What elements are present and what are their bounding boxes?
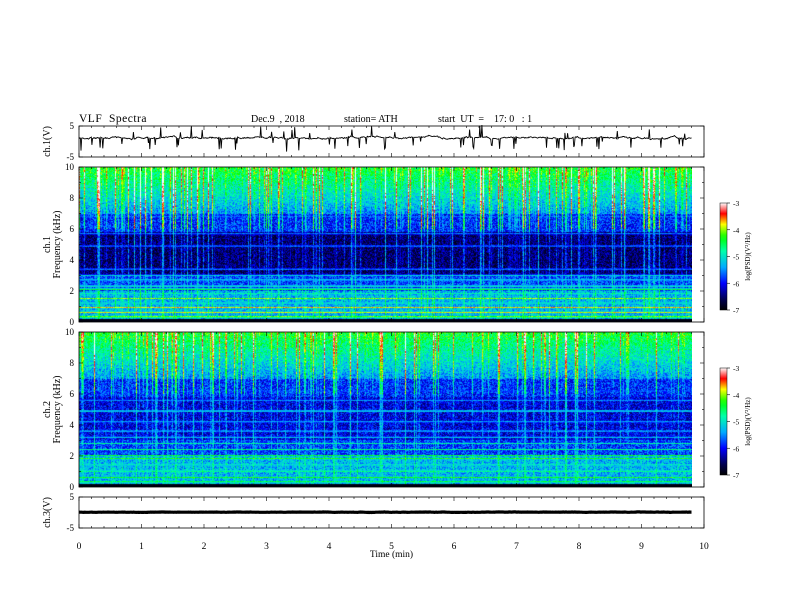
x-tick-label: 7 xyxy=(514,542,519,552)
figure-header: VLF Spectra Dec.9 , 2018 station= ATH st… xyxy=(0,0,792,130)
x-tick-label: 2 xyxy=(202,542,207,552)
y-tick-label: 8 xyxy=(70,193,75,203)
colorbar xyxy=(719,367,728,476)
y-tick-label: 5 xyxy=(70,121,75,131)
y-tick-label: 2 xyxy=(70,451,75,461)
waveform-ch3-waveform xyxy=(79,510,692,515)
x-tick-label: 1 xyxy=(139,542,144,552)
y-axis-label: Frequency (kHz) xyxy=(52,375,63,443)
y-tick-label: 0 xyxy=(70,482,75,492)
y-tick-label: 4 xyxy=(70,255,75,265)
colorbar-tick-label: -7 xyxy=(733,471,739,480)
recording-date: Dec.9 , 2018 xyxy=(251,114,305,125)
y-tick-label: 10 xyxy=(65,162,75,172)
figure-title: VLF Spectra xyxy=(79,113,147,125)
y-tick-label: -5 xyxy=(67,152,75,162)
x-tick-label: 9 xyxy=(639,542,644,552)
x-tick-label: 5 xyxy=(389,542,394,552)
x-tick-label: 6 xyxy=(452,542,457,552)
y-tick-label: 5 xyxy=(70,492,75,502)
x-tick-label: 3 xyxy=(264,542,269,552)
x-tick-label: 4 xyxy=(327,542,332,552)
y-tick-label: 6 xyxy=(70,389,75,399)
colorbar xyxy=(719,202,728,311)
colorbar-tick-label: -4 xyxy=(733,391,739,400)
colorbar-tick-label: -3 xyxy=(733,199,739,208)
y-tick-label: 4 xyxy=(70,420,75,430)
panel-frame-ch1-spectrogram xyxy=(78,166,705,323)
y-tick-label: -5 xyxy=(67,523,75,533)
start-time-label: start UT = 17: 0 : 1 xyxy=(438,114,533,125)
y-axis-label: ch.2 xyxy=(42,401,53,418)
colorbar-tick-label: -6 xyxy=(733,444,739,453)
colorbar-label: log(PSD)(V²/Hz) xyxy=(744,397,752,446)
panel-frame-ch2-spectrogram xyxy=(78,331,705,488)
y-tick-label: 0 xyxy=(70,317,75,327)
y-tick-label: 2 xyxy=(70,286,75,296)
x-axis-label: Time (min) xyxy=(370,549,413,560)
colorbar-label: log(PSD)(V²/Hz) xyxy=(744,232,752,281)
panel-frame-ch1-waveform xyxy=(78,125,705,158)
station-label: station= ATH xyxy=(344,114,398,125)
colorbar-tick-label: -3 xyxy=(733,364,739,373)
ch2-spectrogram-image xyxy=(79,332,692,487)
y-tick-label: 6 xyxy=(70,224,75,234)
y-axis-label: Frequency (kHz) xyxy=(52,210,63,278)
colorbar-tick-label: -6 xyxy=(733,279,739,288)
colorbar-tick-label: -5 xyxy=(733,253,739,262)
x-tick-label: 8 xyxy=(577,542,582,552)
y-axis-label: ch.1(V) xyxy=(42,126,53,157)
y-axis-label: ch.3(V) xyxy=(42,497,53,528)
y-tick-label: 8 xyxy=(70,358,75,368)
waveform-ch1-waveform xyxy=(78,124,692,152)
y-tick-label: 10 xyxy=(65,327,75,337)
colorbar-tick-label: -5 xyxy=(733,418,739,427)
y-axis-label: ch.1 xyxy=(42,236,53,253)
colorbar-tick-label: -4 xyxy=(733,226,739,235)
colorbar-tick-label: -7 xyxy=(733,306,739,315)
x-tick-label: 0 xyxy=(77,542,82,552)
x-tick-label: 10 xyxy=(699,542,709,552)
ch1-spectrogram-image xyxy=(79,167,692,322)
